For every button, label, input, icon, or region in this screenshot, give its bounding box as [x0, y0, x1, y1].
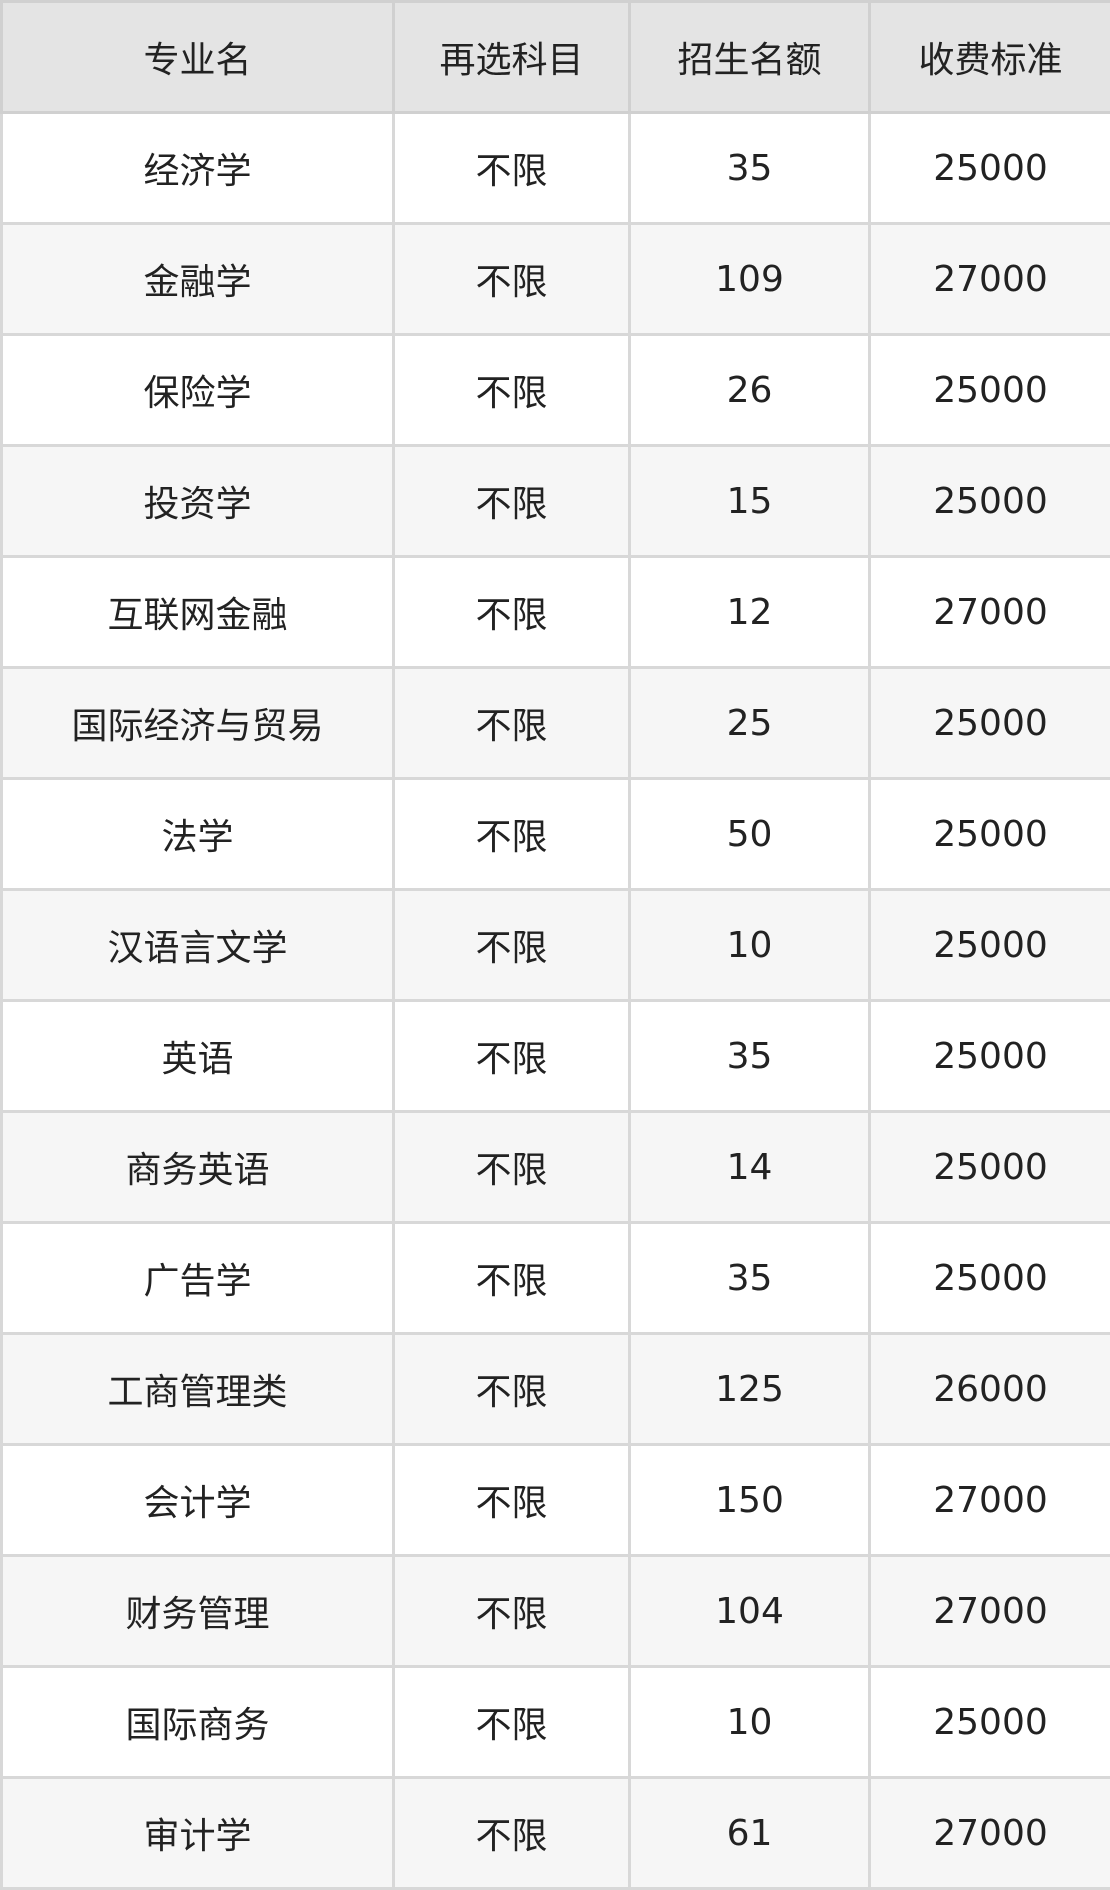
- table-row: 商务英语 不限 14 25000: [0, 1110, 1110, 1224]
- cell-major: 广告学: [0, 1221, 395, 1335]
- cell-major: 商务英语: [0, 1110, 395, 1224]
- table-header-row: 专业名 再选科目 招生名额 收费标准: [0, 0, 1110, 114]
- cell-major: 国际经济与贸易: [0, 666, 395, 780]
- table-row: 英语 不限 35 25000: [0, 999, 1110, 1113]
- cell-quota: 104: [628, 1554, 871, 1668]
- table-row: 投资学 不限 15 25000: [0, 444, 1110, 558]
- cell-subject: 不限: [392, 999, 631, 1113]
- table-row: 经济学 不限 35 25000: [0, 111, 1110, 225]
- cell-quota: 150: [628, 1443, 871, 1557]
- cell-quota: 12: [628, 555, 871, 669]
- cell-subject: 不限: [392, 111, 631, 225]
- cell-major: 汉语言文学: [0, 888, 395, 1002]
- cell-fee: 27000: [868, 222, 1110, 336]
- cell-major: 经济学: [0, 111, 395, 225]
- cell-major: 工商管理类: [0, 1332, 395, 1446]
- cell-quota: 35: [628, 111, 871, 225]
- cell-quota: 50: [628, 777, 871, 891]
- cell-subject: 不限: [392, 1110, 631, 1224]
- cell-subject: 不限: [392, 1332, 631, 1446]
- table-row: 审计学 不限 61 27000: [0, 1776, 1110, 1890]
- cell-major: 审计学: [0, 1776, 395, 1890]
- cell-fee: 25000: [868, 1221, 1110, 1335]
- cell-quota: 109: [628, 222, 871, 336]
- table-row: 会计学 不限 150 27000: [0, 1443, 1110, 1557]
- cell-fee: 25000: [868, 1665, 1110, 1779]
- cell-fee: 25000: [868, 333, 1110, 447]
- cell-fee: 25000: [868, 1110, 1110, 1224]
- cell-quota: 14: [628, 1110, 871, 1224]
- cell-quota: 25: [628, 666, 871, 780]
- cell-quota: 125: [628, 1332, 871, 1446]
- cell-quota: 35: [628, 1221, 871, 1335]
- cell-fee: 27000: [868, 1443, 1110, 1557]
- table-row: 金融学 不限 109 27000: [0, 222, 1110, 336]
- cell-subject: 不限: [392, 777, 631, 891]
- cell-quota: 10: [628, 888, 871, 1002]
- table-row: 互联网金融 不限 12 27000: [0, 555, 1110, 669]
- cell-subject: 不限: [392, 1443, 631, 1557]
- cell-subject: 不限: [392, 555, 631, 669]
- cell-fee: 25000: [868, 777, 1110, 891]
- cell-major: 会计学: [0, 1443, 395, 1557]
- header-major: 专业名: [0, 0, 395, 114]
- cell-fee: 27000: [868, 1776, 1110, 1890]
- table-row: 国际经济与贸易 不限 25 25000: [0, 666, 1110, 780]
- cell-fee: 25000: [868, 888, 1110, 1002]
- cell-major: 财务管理: [0, 1554, 395, 1668]
- cell-major: 法学: [0, 777, 395, 891]
- cell-subject: 不限: [392, 333, 631, 447]
- cell-fee: 25000: [868, 444, 1110, 558]
- cell-major: 投资学: [0, 444, 395, 558]
- cell-major: 保险学: [0, 333, 395, 447]
- cell-subject: 不限: [392, 444, 631, 558]
- cell-major: 英语: [0, 999, 395, 1113]
- cell-fee: 25000: [868, 666, 1110, 780]
- cell-fee: 25000: [868, 111, 1110, 225]
- cell-major: 金融学: [0, 222, 395, 336]
- table-row: 保险学 不限 26 25000: [0, 333, 1110, 447]
- cell-subject: 不限: [392, 888, 631, 1002]
- cell-quota: 35: [628, 999, 871, 1113]
- header-subject: 再选科目: [392, 0, 631, 114]
- cell-subject: 不限: [392, 1554, 631, 1668]
- cell-subject: 不限: [392, 1776, 631, 1890]
- table-row: 财务管理 不限 104 27000: [0, 1554, 1110, 1668]
- cell-fee: 27000: [868, 555, 1110, 669]
- table-row: 广告学 不限 35 25000: [0, 1221, 1110, 1335]
- cell-major: 国际商务: [0, 1665, 395, 1779]
- cell-fee: 25000: [868, 999, 1110, 1113]
- cell-major: 互联网金融: [0, 555, 395, 669]
- cell-subject: 不限: [392, 1221, 631, 1335]
- header-fee: 收费标准: [868, 0, 1110, 114]
- cell-subject: 不限: [392, 666, 631, 780]
- cell-subject: 不限: [392, 1665, 631, 1779]
- cell-quota: 26: [628, 333, 871, 447]
- cell-quota: 15: [628, 444, 871, 558]
- table-row: 汉语言文学 不限 10 25000: [0, 888, 1110, 1002]
- cell-subject: 不限: [392, 222, 631, 336]
- cell-quota: 61: [628, 1776, 871, 1890]
- cell-quota: 10: [628, 1665, 871, 1779]
- table-row: 法学 不限 50 25000: [0, 777, 1110, 891]
- cell-fee: 26000: [868, 1332, 1110, 1446]
- table-row: 国际商务 不限 10 25000: [0, 1665, 1110, 1779]
- table-row: 工商管理类 不限 125 26000: [0, 1332, 1110, 1446]
- cell-fee: 27000: [868, 1554, 1110, 1668]
- header-quota: 招生名额: [628, 0, 871, 114]
